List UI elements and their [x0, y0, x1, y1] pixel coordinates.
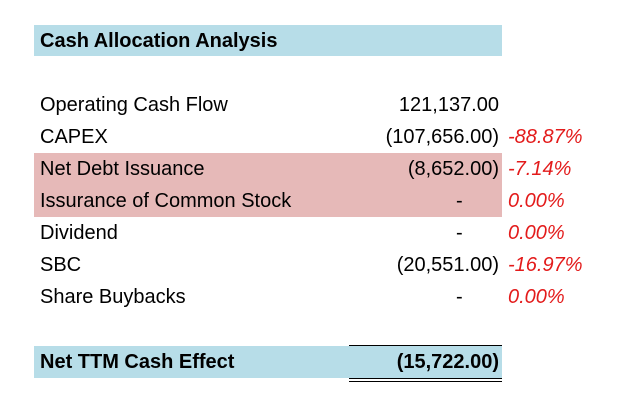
row-percent: -16.97%: [508, 254, 583, 276]
total-double-underline-bottom: [349, 381, 502, 382]
row-net-ttm-cash-effect: Net TTM Cash Effect (15,722.00): [0, 346, 623, 378]
row-share-buybacks: Share Buybacks - 0.00%: [0, 281, 623, 313]
row-dividend: Dividend - 0.00%: [0, 217, 623, 249]
row-percent: 0.00%: [508, 286, 565, 308]
row-label: CAPEX: [40, 126, 108, 148]
row-issurance-of-common-stock: Issurance of Common Stock - 0.00%: [0, 185, 623, 217]
row-operating-cash-flow: Operating Cash Flow 121,137.00: [0, 89, 623, 121]
row-value: -: [456, 286, 463, 308]
row-label: Issurance of Common Stock: [40, 190, 292, 212]
row-percent: -7.14%: [508, 158, 572, 180]
row-value: (20,551.00): [396, 254, 499, 276]
row-value: (8,652.00): [407, 158, 499, 180]
row-percent: -88.87%: [508, 126, 583, 148]
row-value: (107,656.00): [385, 126, 499, 148]
total-label: Net TTM Cash Effect: [40, 351, 235, 373]
sheet-title: Cash Allocation Analysis: [40, 30, 278, 52]
row-label: SBC: [40, 254, 82, 276]
row-label: Share Buybacks: [40, 286, 186, 308]
row-label: Dividend: [40, 222, 118, 244]
total-band: [34, 346, 502, 378]
row-percent: 0.00%: [508, 190, 565, 212]
row-net-debt-issuance: Net Debt Issuance (8,652.00) -7.14%: [0, 153, 623, 185]
row-label: Operating Cash Flow: [40, 94, 228, 116]
total-double-underline-top: [349, 378, 502, 379]
row-capex: CAPEX (107,656.00) -88.87%: [0, 121, 623, 153]
title-band: [34, 25, 502, 56]
row-value: 121,137.00: [398, 94, 499, 116]
row-sbc: SBC (20,551.00) -16.97%: [0, 249, 623, 281]
total-top-border: [349, 345, 502, 346]
highlighted-rows-fill: [34, 153, 502, 217]
row-value: -: [456, 190, 463, 212]
row-percent: 0.00%: [508, 222, 565, 244]
row-value: -: [456, 222, 463, 244]
total-value: (15,722.00): [396, 351, 499, 373]
row-label: Net Debt Issuance: [40, 158, 205, 180]
